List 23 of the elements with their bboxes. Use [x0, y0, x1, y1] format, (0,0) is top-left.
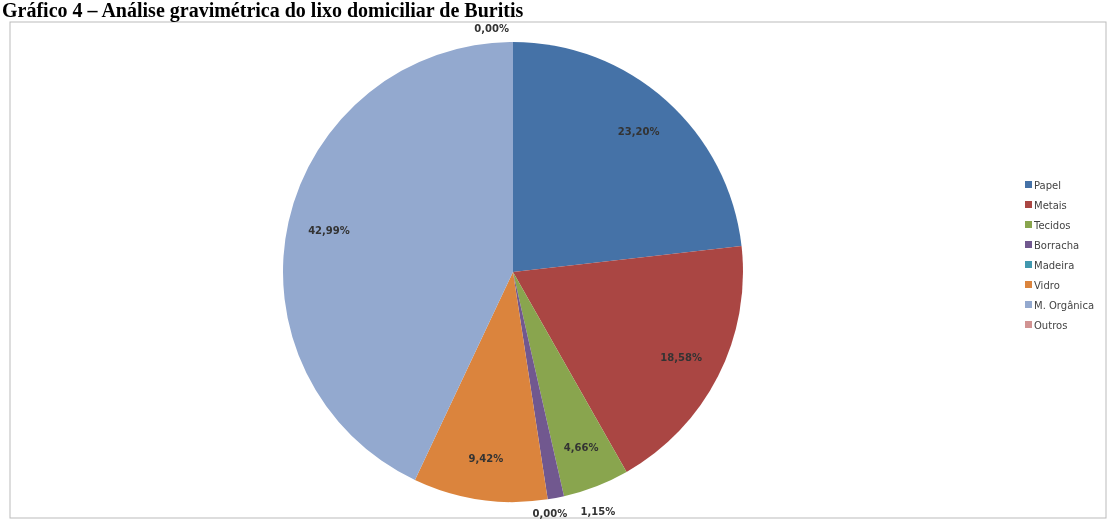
legend-label: Papel [1034, 179, 1061, 191]
data-label: 4,66% [563, 442, 599, 454]
legend-label: Outros [1034, 319, 1068, 331]
pie-slice [513, 272, 565, 500]
data-label: 1,15% [580, 506, 616, 518]
pie-slice [513, 42, 742, 272]
legend-label: Tecidos [1033, 219, 1071, 231]
data-label: 23,20% [617, 125, 660, 137]
legend-label: Borracha [1034, 239, 1080, 251]
pie-slice [513, 272, 627, 497]
text: 0,00% [474, 22, 509, 34]
chart-title: Gráfico 4 – Análise gravimétrica do lixo domiciliar de Buritis [2, 0, 524, 22]
legend-label: Metais [1034, 199, 1067, 211]
pie-slice [513, 246, 743, 472]
pie-slice [414, 272, 548, 502]
data-label: 18,58% [660, 352, 702, 364]
legend-label: Madeira [1034, 259, 1075, 271]
legend-label: Vidro [1034, 279, 1060, 291]
text: 0,00% [532, 507, 568, 519]
legend-label: M. Orgânica [1034, 299, 1095, 311]
data-label: 9,42% [468, 453, 504, 465]
data-label: 42,99% [308, 225, 350, 237]
pie-slice [283, 42, 513, 481]
